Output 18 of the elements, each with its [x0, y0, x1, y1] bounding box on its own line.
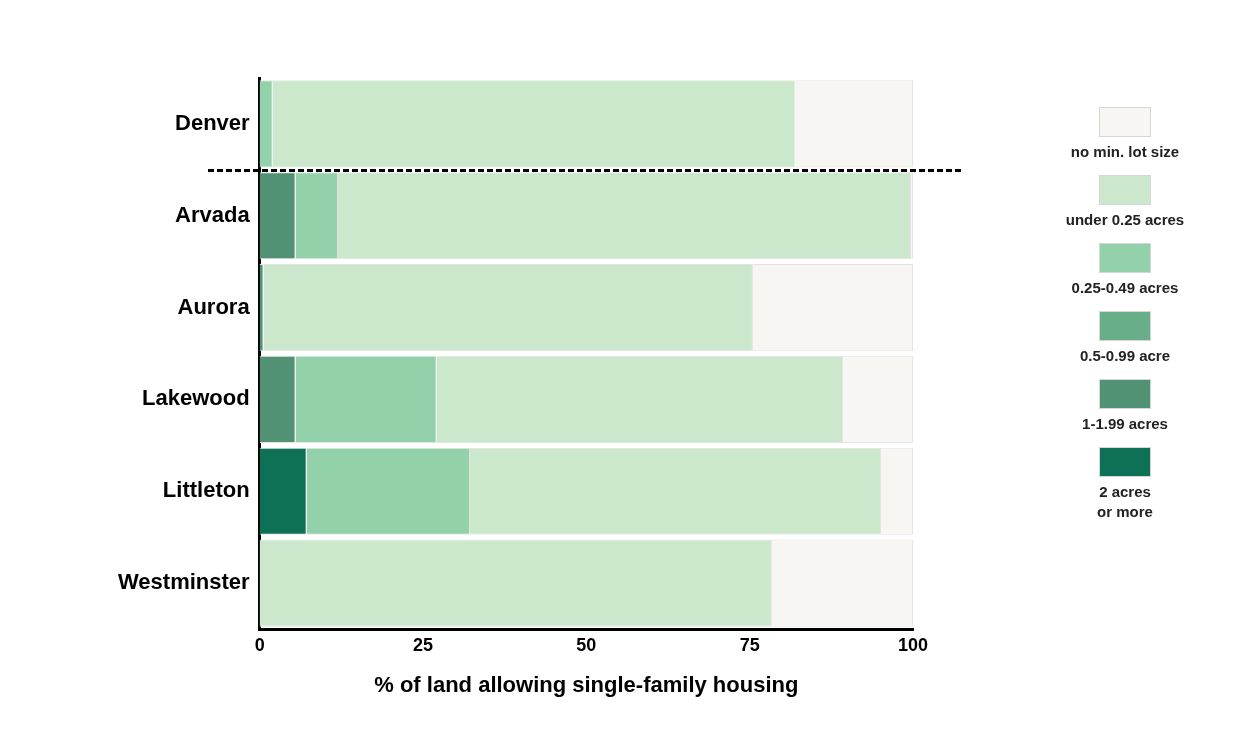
x-tick-label: 50	[576, 634, 597, 655]
legend-label: no min. lot size	[1070, 142, 1180, 162]
y-tick-label: Arvada	[175, 201, 251, 227]
y-tick-label: Lakewood	[142, 385, 250, 411]
x-tick-label: 25	[412, 634, 433, 655]
legend-label: 1-1.99 acres	[1082, 414, 1168, 434]
y-tick-label: Aurora	[177, 293, 251, 319]
legend-label: 0.5-0.99 acre	[1079, 346, 1171, 366]
x-tick-label: 0	[254, 634, 265, 655]
legend-label: 2 acres or more	[1097, 482, 1153, 522]
x-axis-title: % of land allowing single-family housing	[374, 671, 799, 697]
y-tick-label: Westminster	[117, 569, 251, 595]
x-tick-label: 100	[897, 634, 929, 655]
y-tick-label: Denver	[175, 109, 251, 135]
y-tick-label: Littleton	[162, 477, 250, 503]
legend-label: under 0.25 acres	[1065, 210, 1185, 230]
legend-label: 0.25-0.49 acres	[1071, 278, 1179, 298]
x-tick-label: 75	[739, 634, 760, 655]
